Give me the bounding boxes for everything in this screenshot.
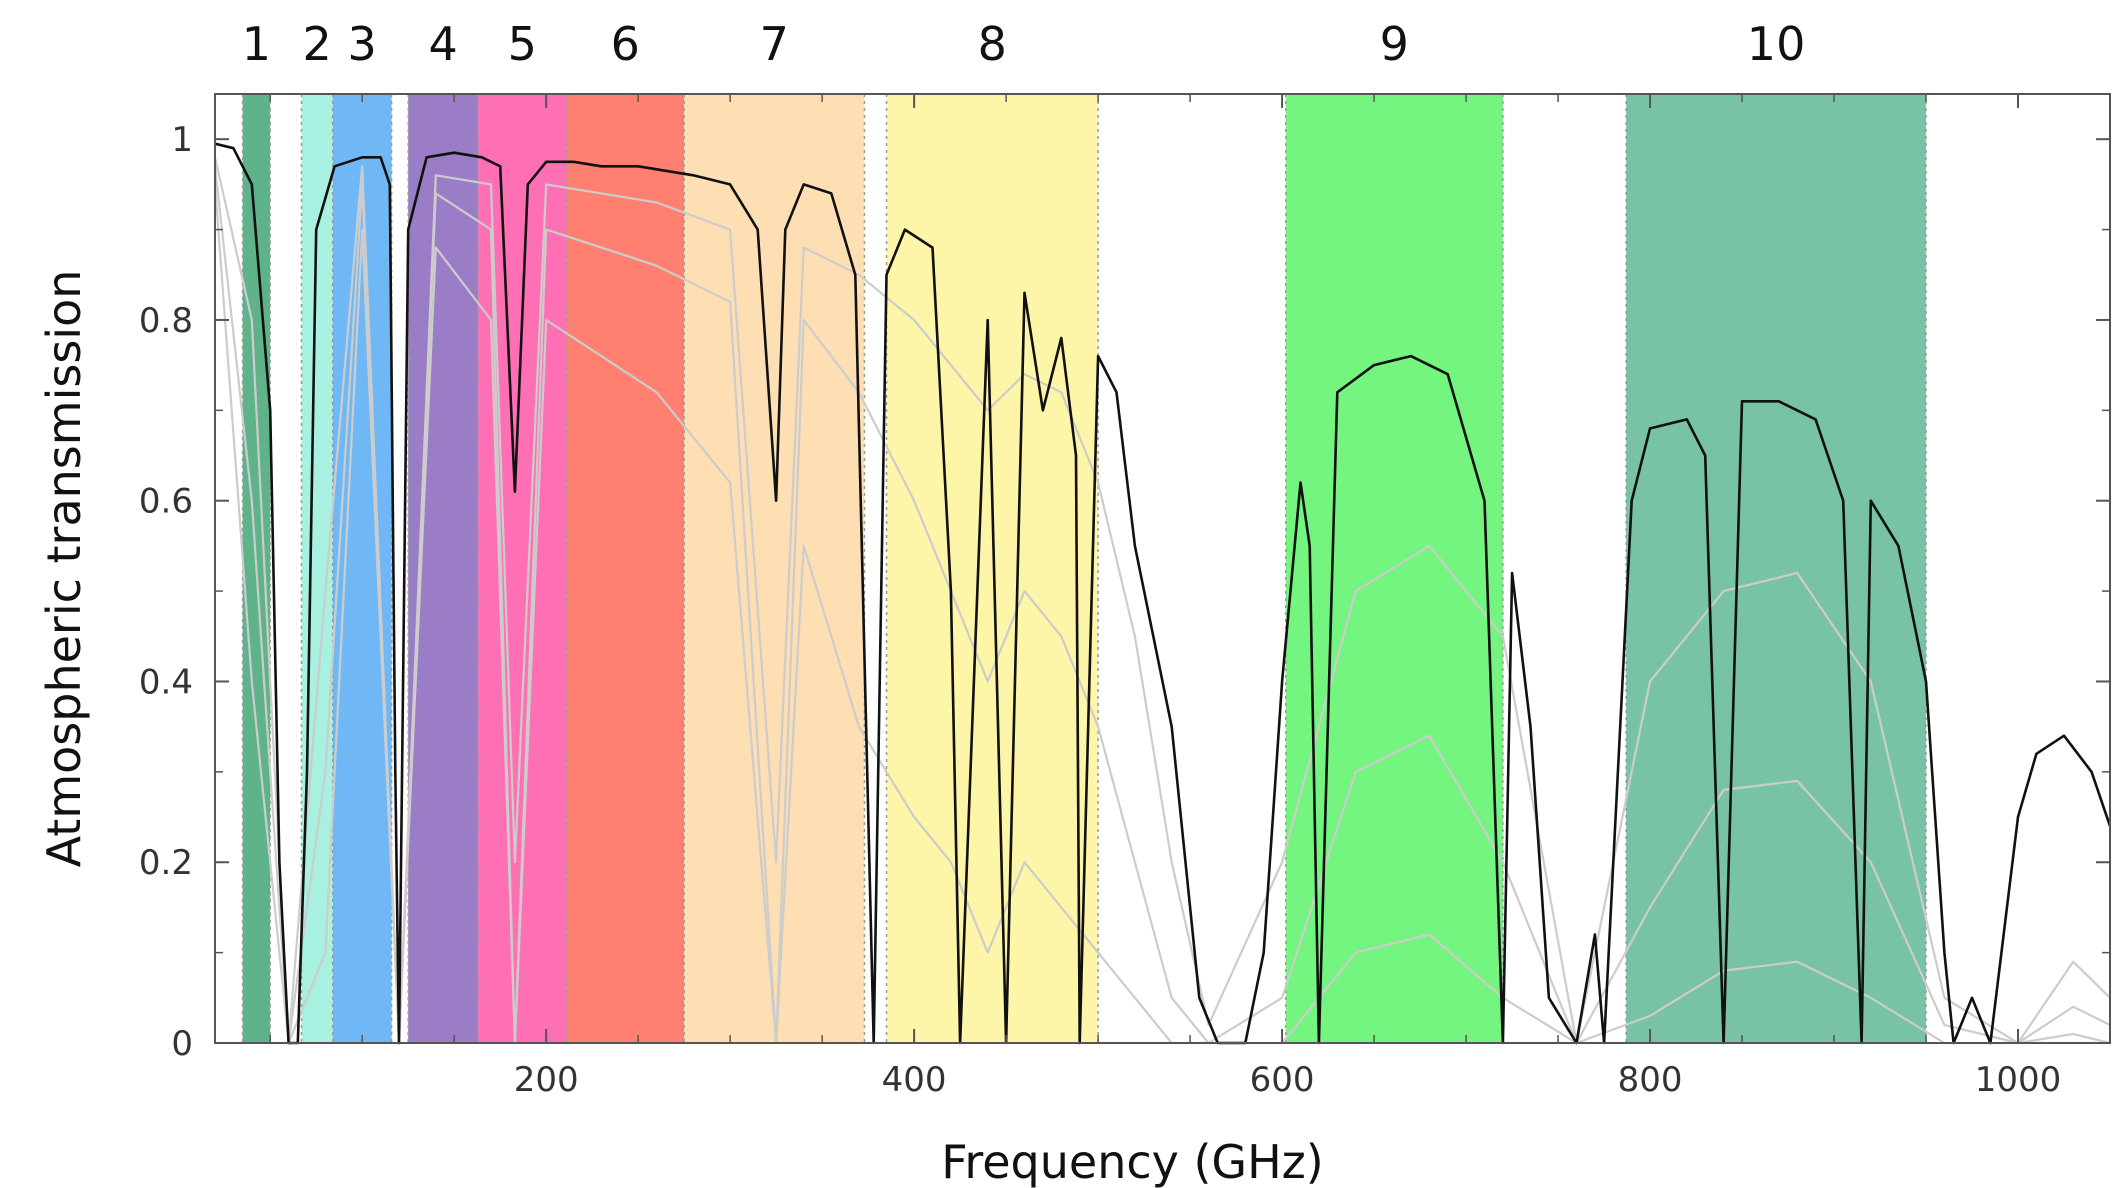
series-line-3 [213, 184, 2111, 1045]
band-labels: 1 2 3 4 5 6 7 8 9 10 [242, 17, 1806, 71]
band-8-region [886, 94, 1099, 1043]
band-label-1: 1 [242, 17, 271, 71]
band-label-10: 10 [1747, 17, 1806, 71]
band-label-4: 4 [428, 17, 457, 71]
band-label-6: 6 [611, 17, 640, 71]
band-label-5: 5 [508, 17, 537, 71]
axis-ticks: 200 400 600 800 1000 0 0.2 0.4 0.6 0.8 1 [139, 94, 2111, 1100]
y-tick-label: 0.6 [139, 482, 193, 522]
x-tick-label: 800 [1618, 1060, 1683, 1100]
band-label-2: 2 [302, 17, 331, 71]
x-tick-label: 400 [882, 1060, 947, 1100]
y-tick-label: 0.8 [139, 301, 193, 341]
series-line-2 [213, 166, 2111, 1045]
y-tick-label: 0.2 [139, 843, 193, 883]
series-line-1 [213, 157, 2111, 1045]
band-label-9: 9 [1380, 17, 1409, 71]
band-label-7: 7 [760, 17, 789, 71]
band-label-8: 8 [978, 17, 1007, 71]
x-tick-label: 200 [514, 1060, 579, 1100]
band-10-region [1626, 94, 1927, 1043]
band-6-region [566, 94, 685, 1043]
y-tick-label: 0.4 [139, 662, 193, 702]
y-tick-label: 1 [171, 120, 193, 160]
y-axis-title: Atmospheric transmission [37, 270, 91, 868]
y-tick-label: 0 [171, 1024, 193, 1064]
band-label-3: 3 [348, 17, 377, 71]
x-tick-label: 600 [1250, 1060, 1315, 1100]
band-7-region [684, 94, 865, 1043]
plot-frame [214, 93, 2111, 1044]
x-axis-title: Frequency (GHz) [941, 1135, 1324, 1188]
x-tick-label: 1000 [1975, 1060, 2062, 1100]
